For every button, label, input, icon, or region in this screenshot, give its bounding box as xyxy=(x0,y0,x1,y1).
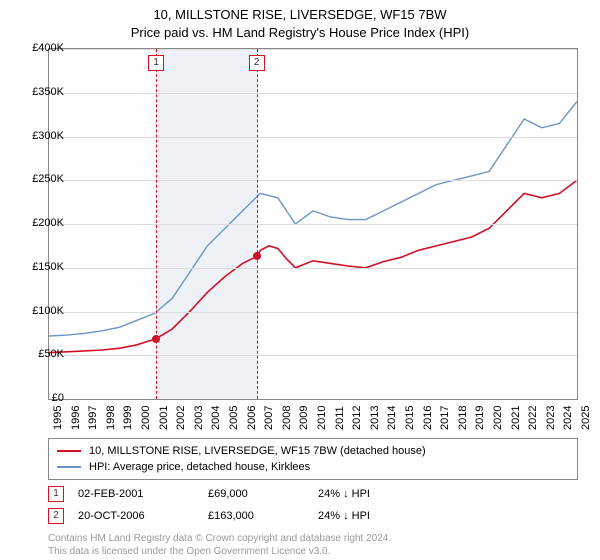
sale-date: 20-OCT-2006 xyxy=(78,510,208,522)
sale-dashed-line xyxy=(156,49,157,399)
legend-row: 10, MILLSTONE RISE, LIVERSEDGE, WF15 7BW… xyxy=(57,443,569,459)
legend-row: HPI: Average price, detached house, Kirk… xyxy=(57,459,569,475)
chart-title: 10, MILLSTONE RISE, LIVERSEDGE, WF15 7BW… xyxy=(0,0,600,42)
sale-marker-icon: 2 xyxy=(249,55,265,71)
y-tick-label: £300K xyxy=(8,130,64,142)
title-line1: 10, MILLSTONE RISE, LIVERSEDGE, WF15 7BW xyxy=(0,6,600,24)
footnote: Contains HM Land Registry data © Crown c… xyxy=(48,532,578,558)
series-property xyxy=(49,180,577,352)
gridline xyxy=(49,224,577,225)
sale-marker-icon: 1 xyxy=(48,486,64,502)
y-tick-label: £250K xyxy=(8,173,64,185)
sale-date: 02-FEB-2001 xyxy=(78,488,208,500)
legend-swatch-hpi xyxy=(57,466,81,468)
gridline xyxy=(49,355,577,356)
sale-dashed-line xyxy=(257,49,258,399)
chart-plot-area: 12 xyxy=(48,48,578,400)
y-tick-label: £100K xyxy=(8,305,64,317)
legend-swatch-property xyxy=(57,450,81,452)
sale-row: 2 20-OCT-2006 £163,000 24% ↓ HPI xyxy=(48,508,578,524)
sale-point-marker xyxy=(152,335,160,343)
y-tick-label: £400K xyxy=(8,42,64,54)
sale-row: 1 02-FEB-2001 £69,000 24% ↓ HPI xyxy=(48,486,578,502)
gridline xyxy=(49,49,577,50)
y-tick-label: £50K xyxy=(8,348,64,360)
gridline xyxy=(49,137,577,138)
sale-delta: 24% ↓ HPI xyxy=(318,510,370,522)
footnote-line1: Contains HM Land Registry data © Crown c… xyxy=(48,532,578,545)
sale-point-marker xyxy=(253,252,261,260)
title-line2: Price paid vs. HM Land Registry's House … xyxy=(0,24,600,42)
sale-marker-icon: 1 xyxy=(148,55,164,71)
y-tick-label: £200K xyxy=(8,217,64,229)
sale-marker-icon: 2 xyxy=(48,508,64,524)
gridline xyxy=(49,93,577,94)
y-tick-label: £0 xyxy=(8,392,64,404)
sale-delta: 24% ↓ HPI xyxy=(318,488,370,500)
gridline xyxy=(49,180,577,181)
legend-label: HPI: Average price, detached house, Kirk… xyxy=(89,461,310,473)
y-tick-label: £350K xyxy=(8,86,64,98)
sale-price: £163,000 xyxy=(208,510,318,522)
legend: 10, MILLSTONE RISE, LIVERSEDGE, WF15 7BW… xyxy=(48,438,578,480)
footnote-line2: This data is licensed under the Open Gov… xyxy=(48,545,578,558)
x-tick-label: 2025 xyxy=(580,406,600,430)
legend-label: 10, MILLSTONE RISE, LIVERSEDGE, WF15 7BW… xyxy=(89,445,426,457)
sale-price: £69,000 xyxy=(208,488,318,500)
y-tick-label: £150K xyxy=(8,261,64,273)
gridline xyxy=(49,268,577,269)
gridline xyxy=(49,312,577,313)
